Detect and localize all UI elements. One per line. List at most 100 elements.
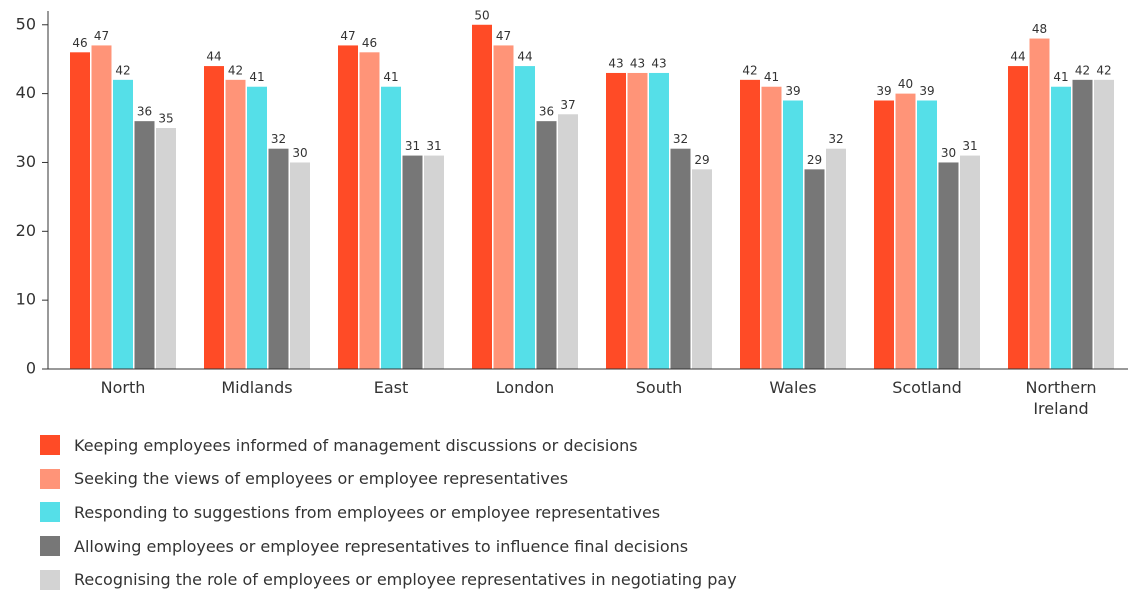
value-label: 41: [1053, 70, 1068, 84]
value-label: 44: [1010, 50, 1025, 64]
value-label: 42: [742, 63, 757, 77]
bar: [113, 79, 133, 369]
value-label: 39: [876, 84, 891, 98]
legend-label: Recognising the role of employees or emp…: [74, 570, 737, 590]
bar: [649, 72, 669, 369]
value-label: 42: [228, 63, 243, 77]
bar: [692, 169, 712, 369]
value-label: 39: [785, 84, 800, 98]
value-label: 35: [158, 112, 173, 126]
bar: [740, 79, 760, 369]
bar: [338, 45, 358, 370]
bar: [134, 121, 155, 370]
value-label: 47: [94, 29, 109, 43]
bar: [938, 162, 959, 369]
bar: [156, 128, 176, 369]
value-label: 36: [137, 105, 152, 119]
legend-item: Keeping employees informed of management…: [40, 435, 638, 455]
value-label: 44: [517, 50, 532, 64]
legend-swatch: [40, 502, 60, 523]
bar: [70, 52, 90, 370]
value-label: 32: [271, 132, 286, 146]
value-label: 29: [694, 153, 709, 167]
legend-item: Allowing employees or employee represent…: [40, 536, 689, 557]
legend-swatch: [40, 569, 60, 590]
bar: [783, 100, 803, 369]
value-label: 50: [474, 8, 489, 22]
bar: [359, 52, 380, 370]
bar: [268, 148, 289, 369]
legend-label: Responding to suggestions from employees…: [74, 502, 661, 522]
bar: [670, 148, 691, 369]
value-label: 43: [651, 56, 666, 70]
value-label: 42: [1096, 63, 1111, 77]
x-tick-label: Northern Ireland: [1025, 378, 1097, 418]
value-label: 42: [115, 63, 130, 77]
bar: [558, 114, 578, 370]
x-tick-label: Midlands: [221, 378, 293, 397]
bar: [917, 100, 937, 369]
legend-item: Responding to suggestions from employees…: [40, 502, 661, 523]
legend-item: Seeking the views of employees or employ…: [40, 468, 568, 489]
bar: [826, 148, 846, 369]
value-label: 32: [673, 132, 688, 146]
y-tick-label: 10: [16, 290, 36, 309]
value-label: 43: [630, 56, 645, 70]
value-label: 44: [206, 50, 221, 64]
bar: [874, 100, 894, 369]
bar: [1008, 66, 1028, 370]
bar: [402, 155, 423, 369]
legend-label: Allowing employees or employee represent…: [74, 536, 689, 556]
bar: [1051, 86, 1071, 369]
bar: [606, 72, 626, 369]
legend-item: Recognising the role of employees or emp…: [40, 569, 737, 590]
bar: [91, 45, 112, 370]
value-label: 31: [405, 139, 420, 153]
bar: [960, 155, 980, 369]
value-label: 40: [898, 77, 913, 91]
legend-label: Keeping employees informed of management…: [74, 435, 638, 455]
bar: [424, 155, 444, 369]
bar: [204, 66, 224, 370]
bar: [472, 24, 492, 370]
x-tick-label: South: [635, 378, 683, 397]
bar: [627, 72, 648, 369]
x-tick-label: Scotland: [892, 378, 962, 397]
bar: [225, 79, 246, 369]
value-label: 46: [72, 36, 87, 50]
legend-swatch: [40, 468, 60, 489]
value-label: 41: [249, 70, 264, 84]
value-label: 37: [560, 98, 575, 112]
y-tick-label: 40: [16, 83, 36, 102]
legend-swatch: [40, 536, 60, 557]
bar: [895, 93, 916, 369]
bar: [761, 86, 782, 369]
value-label: 31: [962, 139, 977, 153]
x-tick-label: Wales: [769, 378, 817, 397]
bar: [515, 66, 535, 370]
value-label: 36: [539, 105, 554, 119]
y-tick-label: 20: [16, 221, 36, 240]
value-label: 29: [807, 153, 822, 167]
value-label: 46: [362, 36, 377, 50]
legend-swatch: [40, 435, 60, 455]
y-tick-label: 50: [16, 14, 36, 33]
bar: [290, 162, 310, 369]
value-label: 47: [340, 29, 355, 43]
value-label: 42: [1075, 63, 1090, 77]
value-label: 30: [292, 146, 307, 160]
value-label: 41: [764, 70, 779, 84]
value-label: 39: [919, 84, 934, 98]
y-tick-label: 30: [16, 152, 36, 171]
x-tick-label: London: [495, 378, 555, 397]
value-label: 43: [608, 56, 623, 70]
bar: [381, 86, 401, 369]
bar: [1029, 38, 1050, 370]
value-label: 48: [1032, 22, 1047, 36]
bar: [247, 86, 267, 369]
bar: [804, 169, 825, 369]
value-label: 31: [426, 139, 441, 153]
value-label: 41: [383, 70, 398, 84]
